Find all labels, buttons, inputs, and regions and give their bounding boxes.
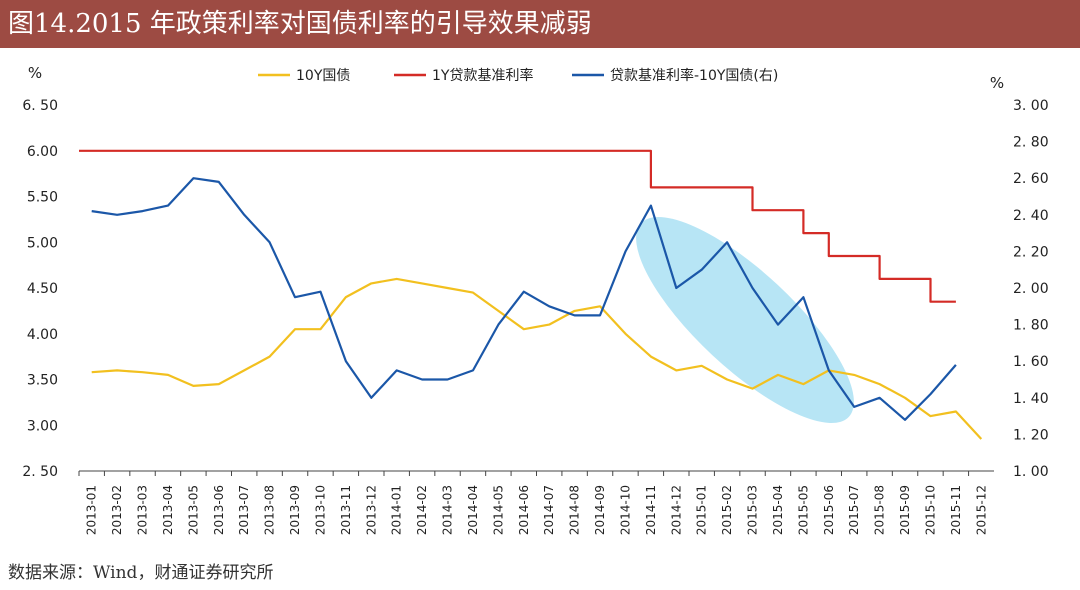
- x-tick-label: 2015-06: [822, 485, 836, 535]
- x-tick-label: 2013-09: [288, 485, 302, 535]
- x-tick-label: 2014-04: [466, 485, 480, 535]
- y-left-tick-label: 5.50: [27, 190, 58, 206]
- series-1y-loan-rate: [79, 149, 956, 303]
- x-tick-label: 2015-09: [898, 485, 912, 535]
- y-right-tick-label: 1. 80: [1013, 318, 1049, 334]
- y-left-unit: %: [28, 64, 42, 82]
- x-tick-label: 2014-08: [568, 485, 582, 535]
- x-tick-label: 2013-02: [110, 485, 124, 535]
- chart-area: 6. 50 6.00 5.50 5.00 4.50 4.00 3.50 3.00 2. 50% 3…: [0, 48, 1080, 552]
- x-tick-label: 2014-02: [415, 485, 429, 535]
- x-tick-label: 2015-04: [771, 485, 785, 535]
- x-tick-label: 2014-07: [542, 485, 556, 535]
- x-tick-label: 2014-10: [618, 485, 632, 535]
- x-tick-label: 2013-12: [364, 485, 378, 535]
- y-left-tick-label: 2. 50: [22, 464, 58, 480]
- y-left-tick-label: 5.00: [27, 235, 58, 251]
- x-tick-label: 2013-01: [85, 485, 99, 535]
- y-left-tick-label: 4.50: [27, 281, 58, 297]
- y-left-tick-label: 3.50: [27, 373, 58, 389]
- y-left-tick-label: 4.00: [27, 327, 58, 343]
- x-tick-label: 2013-05: [186, 485, 200, 535]
- legend-1y-loan-rate-label: 1Y贷款基准利率: [432, 67, 533, 84]
- highlight-ellipse: [636, 216, 854, 424]
- x-tick-label: 2015-01: [695, 485, 709, 535]
- x-tick-label: 2014-01: [390, 485, 404, 535]
- x-tick-label: 2015-10: [923, 485, 937, 535]
- y-left-tick-label: 3.00: [27, 418, 58, 434]
- legend-spread-label: 贷款基准利率-10Y国债(右): [610, 67, 778, 84]
- x-tick-label: 2013-04: [161, 485, 175, 535]
- legend-10y-bond-label: 10Y国债: [296, 68, 350, 84]
- y-left-tick-label: 6.00: [27, 144, 58, 160]
- data-source: 数据来源：Wind，财通证券研究所: [8, 563, 274, 583]
- x-tick-label: 2015-02: [720, 485, 734, 535]
- x-tick-label: 2015-12: [974, 485, 988, 535]
- x-tick-label: 2013-10: [313, 485, 327, 535]
- y-right-tick-label: 2. 20: [1013, 244, 1049, 260]
- x-tick-label: 2013-08: [263, 485, 277, 535]
- x-tick-label: 2014-12: [669, 485, 683, 535]
- x-tick-label: 2014-11: [644, 485, 658, 535]
- series-spread: [91, 177, 957, 421]
- x-tick-label: 2013-06: [212, 485, 226, 535]
- figure-title: 图14.2015 年政策利率对国债利率的引导效果减弱: [8, 9, 592, 39]
- y-right-tick-label: 1. 20: [1013, 427, 1049, 443]
- y-right-tick-label: 1. 00: [1013, 464, 1049, 480]
- x-tick-label: 2015-08: [873, 485, 887, 535]
- x-tick-label: 2015-11: [949, 485, 963, 535]
- y-right-tick-label: 2. 80: [1013, 135, 1049, 151]
- x-tick-label: 2013-07: [237, 485, 251, 535]
- y-right-tick-label: 1. 40: [1013, 391, 1049, 407]
- y-right-unit: %: [990, 74, 1004, 92]
- y-right-tick-label: 2. 60: [1013, 171, 1049, 187]
- x-tick-label: 2014-03: [441, 485, 455, 535]
- line-chart: 6. 50 6.00 5.50 5.00 4.50 4.00 3.50 3.00 2. 50% 3…: [22, 64, 1049, 535]
- x-tick-label: 2015-03: [746, 485, 760, 535]
- x-tick-label: 2014-06: [517, 485, 531, 535]
- y-right-tick-label: 2. 00: [1013, 281, 1049, 297]
- x-tick-label: 2013-11: [339, 485, 353, 535]
- series-10y-bond: [91, 277, 983, 440]
- x-tick-label: 2015-05: [796, 485, 810, 535]
- y-right-tick-label: 3. 00: [1013, 98, 1049, 114]
- legend-10y-bond: 10Y国债: [258, 68, 350, 84]
- x-tick-label: 2014-09: [593, 485, 607, 535]
- x-tick-label: 2015-07: [847, 485, 861, 535]
- y-left-tick-label: 6. 50: [22, 98, 58, 114]
- x-tick-label: 2013-03: [136, 485, 150, 535]
- y-right-tick-label: 2. 40: [1013, 208, 1049, 224]
- x-tick-label: 2014-05: [491, 485, 505, 535]
- y-right-tick-label: 1. 60: [1013, 354, 1049, 370]
- legend-1y-loan-rate: 1Y贷款基准利率: [394, 67, 533, 84]
- legend-spread: 贷款基准利率-10Y国债(右): [572, 67, 778, 84]
- title-bar: 图14.2015 年政策利率对国债利率的引导效果减弱: [0, 0, 1080, 48]
